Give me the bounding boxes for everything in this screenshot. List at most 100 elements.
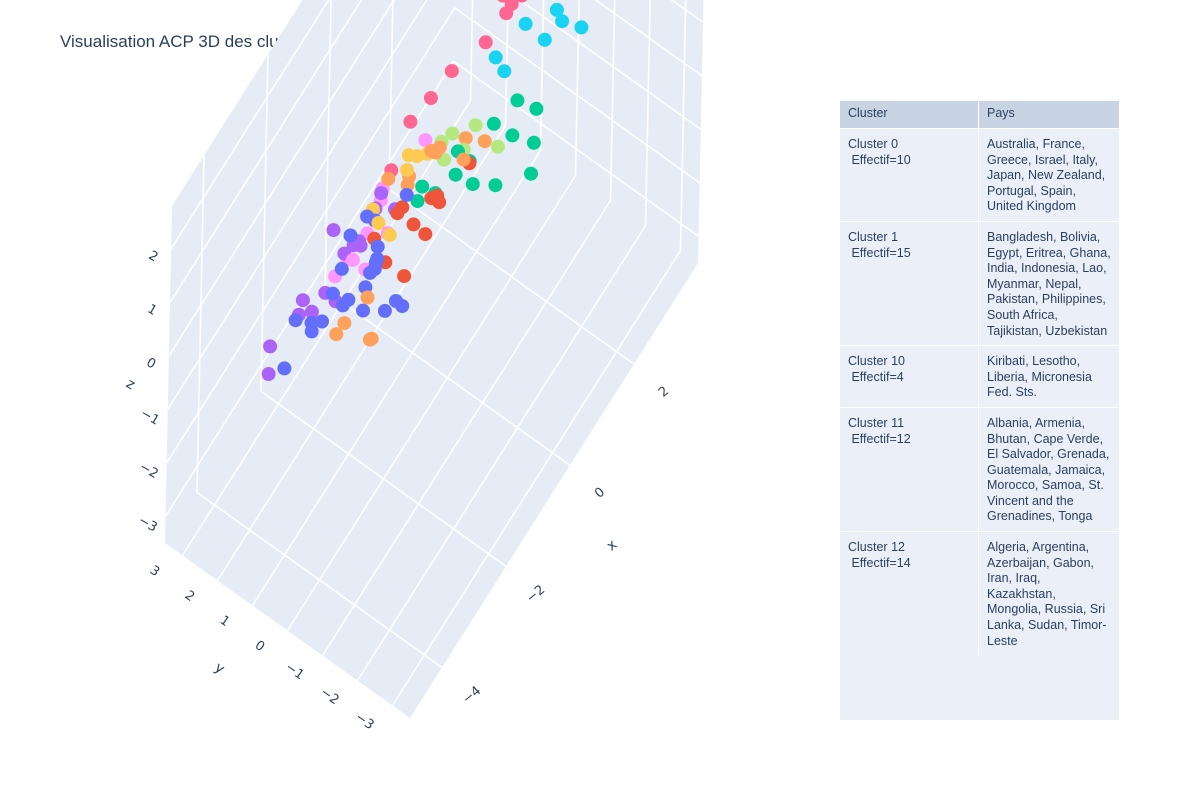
cluster-point[interactable] bbox=[381, 171, 396, 186]
cluster-point[interactable] bbox=[526, 135, 541, 150]
cluster-point[interactable] bbox=[326, 223, 341, 238]
grid-z-line bbox=[168, 0, 396, 357]
y-tick-label: 2 bbox=[182, 588, 197, 605]
cluster-point[interactable] bbox=[390, 206, 405, 221]
table-row: Cluster 12 Effectif=14 Algeria, Argentin… bbox=[840, 531, 1119, 656]
cluster-point[interactable] bbox=[315, 314, 329, 329]
cluster-point[interactable] bbox=[397, 269, 412, 284]
cluster-point[interactable] bbox=[263, 339, 278, 354]
cluster-point[interactable] bbox=[549, 2, 564, 17]
z-tick-label: 2 bbox=[146, 248, 161, 265]
cluster-point[interactable] bbox=[458, 131, 473, 146]
cluster-point[interactable] bbox=[456, 152, 471, 167]
cluster-point[interactable] bbox=[374, 186, 389, 201]
cluster-point[interactable] bbox=[261, 367, 276, 381]
cluster-point[interactable] bbox=[468, 118, 483, 133]
cluster-point[interactable] bbox=[410, 194, 425, 209]
cluster-point[interactable] bbox=[497, 64, 512, 79]
cluster-point[interactable] bbox=[362, 332, 377, 347]
grid-z-line bbox=[454, 7, 701, 184]
cell-pays: Albania, Armenia, Bhutan, Cape Verde, El… bbox=[987, 415, 1110, 524]
cluster-point[interactable] bbox=[448, 167, 463, 182]
x-axis-label: x bbox=[604, 537, 621, 555]
cell-pays: Kiribati, Lesotho, Liberia, Micronesia F… bbox=[987, 354, 1092, 400]
cluster-point[interactable] bbox=[505, 128, 520, 143]
cluster-point[interactable] bbox=[399, 187, 414, 202]
cluster-point[interactable] bbox=[418, 133, 433, 148]
cluster-point[interactable] bbox=[288, 313, 303, 328]
cluster-point[interactable] bbox=[341, 292, 356, 307]
cluster-point[interactable] bbox=[382, 227, 397, 242]
cluster-point[interactable] bbox=[524, 166, 538, 181]
cluster-point[interactable] bbox=[499, 6, 514, 21]
grid-z-line bbox=[169, 0, 363, 303]
cell-cluster: Cluster 11 Effectif=12 bbox=[840, 407, 979, 532]
data-points bbox=[261, 0, 589, 381]
x-tick-label: −4 bbox=[460, 684, 484, 708]
cluster-point[interactable] bbox=[486, 116, 501, 131]
grid-y-line bbox=[574, 0, 580, 176]
cluster-point[interactable] bbox=[418, 227, 433, 242]
grid-z-line bbox=[518, 0, 702, 130]
cell-pays: Bangladesh, Bolivia, Egypt, Eritrea, Gha… bbox=[987, 229, 1111, 338]
cluster-point[interactable] bbox=[477, 134, 492, 149]
scatter3d-scene[interactable]: −4 −2 0 2 −3 −2 −1 0 1 2 3 −3 −2 −1 0 1 2 x y z bbox=[0, 0, 830, 800]
cluster-point[interactable] bbox=[395, 299, 410, 313]
pane-back-left bbox=[165, 0, 455, 543]
cluster-point[interactable] bbox=[370, 251, 385, 266]
grid-z-line bbox=[165, 7, 456, 464]
cell-cluster: Cluster 10 Effectif=4 bbox=[840, 346, 979, 407]
pane-back-right bbox=[453, 0, 704, 263]
cell-cluster: Cluster 1 Effectif=15 bbox=[840, 221, 979, 346]
cluster-point[interactable] bbox=[329, 327, 344, 342]
cluster-point[interactable] bbox=[444, 64, 459, 79]
table-row: Cluster 0 Effectif=10 Australia, France,… bbox=[840, 128, 1119, 221]
cluster-point[interactable] bbox=[574, 20, 589, 35]
header-cluster: Cluster bbox=[840, 101, 979, 128]
cluster-point[interactable] bbox=[515, 0, 529, 3]
cluster-point[interactable] bbox=[428, 145, 443, 160]
cluster-point[interactable] bbox=[490, 139, 505, 154]
cluster-point[interactable] bbox=[334, 261, 349, 276]
cluster-point[interactable] bbox=[488, 178, 503, 193]
cluster-point[interactable] bbox=[510, 93, 525, 108]
grid-x-line bbox=[388, 0, 394, 190]
cluster-point[interactable] bbox=[304, 304, 319, 319]
cluster-point[interactable] bbox=[529, 101, 544, 116]
cluster-point[interactable] bbox=[325, 286, 340, 301]
z-axis-label: z bbox=[123, 376, 137, 394]
y-tick-label: 3 bbox=[147, 563, 162, 580]
cluster-point[interactable] bbox=[478, 35, 493, 50]
x-tick-label: 0 bbox=[592, 485, 608, 502]
grid-z-line bbox=[164, 60, 455, 517]
cluster-point[interactable] bbox=[403, 114, 418, 129]
cluster-point[interactable] bbox=[295, 293, 310, 308]
cluster-point[interactable] bbox=[360, 290, 375, 305]
cluster-point[interactable] bbox=[370, 239, 385, 254]
cluster-point[interactable] bbox=[356, 303, 370, 318]
cluster-point[interactable] bbox=[410, 149, 425, 164]
cluster-point[interactable] bbox=[555, 14, 570, 29]
grid-y-line bbox=[251, 150, 542, 606]
grid-z-line bbox=[170, 0, 330, 250]
cluster-point[interactable] bbox=[304, 315, 319, 330]
table-row: Cluster 11 Effectif=12 Albania, Armenia,… bbox=[840, 406, 1119, 532]
cluster-point[interactable] bbox=[537, 32, 552, 47]
grid-y-line bbox=[286, 175, 577, 631]
cluster-point[interactable] bbox=[406, 217, 421, 232]
cluster-point[interactable] bbox=[415, 179, 430, 194]
cluster-point[interactable] bbox=[518, 16, 533, 31]
cluster-point[interactable] bbox=[488, 50, 503, 65]
cluster-point[interactable] bbox=[343, 228, 358, 243]
cluster-point[interactable] bbox=[337, 316, 352, 331]
cluster-point[interactable] bbox=[423, 91, 438, 105]
cluster-point[interactable] bbox=[277, 361, 292, 376]
table-row: Cluster 10 Effectif=4 Kiribati, Lesotho,… bbox=[840, 345, 1119, 407]
cluster-point[interactable] bbox=[465, 177, 480, 192]
cluster-point[interactable] bbox=[445, 126, 460, 141]
cluster-point[interactable] bbox=[377, 303, 392, 318]
cluster-point[interactable] bbox=[430, 188, 445, 203]
cluster-point[interactable] bbox=[345, 252, 360, 267]
cluster-point[interactable] bbox=[400, 163, 414, 177]
cluster-point[interactable] bbox=[371, 216, 386, 230]
